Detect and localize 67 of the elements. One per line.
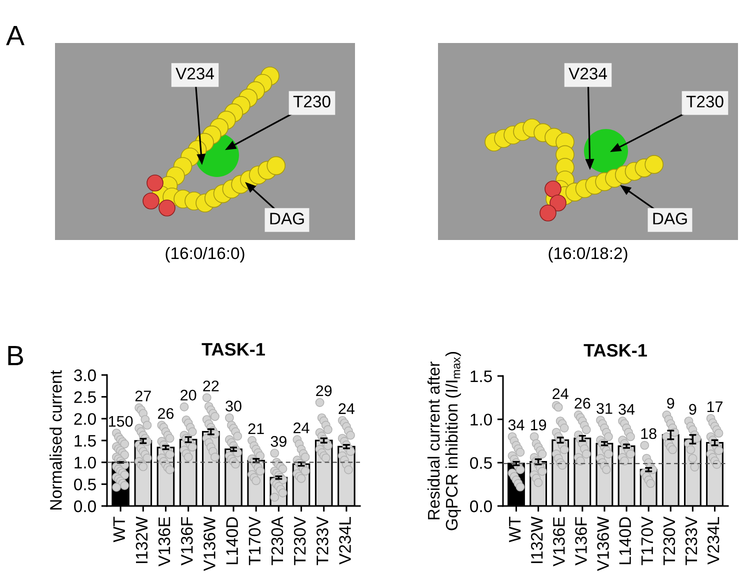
x-tick-label: WT	[113, 516, 125, 542]
text: V234	[568, 68, 607, 80]
x-tick-label: T170V	[641, 516, 654, 566]
annotation: 30	[226, 400, 242, 412]
text: T230	[293, 96, 330, 108]
annotation: 20	[180, 390, 196, 401]
annotation: 24	[338, 403, 354, 414]
annotation: 26	[574, 398, 590, 409]
text: (16:0/16:0)	[166, 246, 244, 262]
x-tick-label: T230V	[294, 516, 306, 566]
x-tick-label: L140D	[619, 517, 632, 564]
y-tick-label: 0.5	[470, 457, 492, 469]
x-tick-label: L140D	[226, 517, 238, 564]
x-tick-label: T170V	[248, 516, 261, 566]
annotation: 34	[618, 404, 635, 415]
x-tick-label: T230A	[271, 516, 284, 566]
x-tick-label: T233V	[685, 516, 698, 566]
annotation: 26	[158, 408, 174, 419]
x-tick-label: V136F	[575, 517, 587, 566]
y-tick-label: 2.5	[74, 391, 96, 404]
annotation: 24	[294, 422, 310, 434]
y-tick-label: 0.5	[74, 478, 96, 490]
annotation: 150	[108, 416, 133, 427]
y-tick-label: 0.0	[74, 500, 96, 512]
x-tick-label: V234L	[339, 516, 351, 565]
y-axis-title: Residual current after GqPCR inhibition (I/I$_{max}$)	[427, 352, 461, 530]
annotation: 29	[316, 385, 332, 396]
chart-title: TASK-1	[202, 342, 265, 356]
x-tick-label: V234L	[707, 516, 720, 565]
annotation: 19	[530, 420, 546, 430]
x-tick-label: V136F	[180, 517, 193, 566]
y-tick-label: 1.5	[470, 370, 492, 382]
x-tick-label: I132W	[136, 516, 148, 564]
x-tick-label: WT	[509, 516, 521, 542]
annotation: 21	[248, 423, 264, 434]
annotation: 18	[641, 428, 656, 440]
annotation: 9	[667, 398, 674, 409]
annotation: 31	[596, 403, 612, 414]
annotation: 27	[135, 390, 151, 402]
x-tick-label: I132W	[530, 516, 543, 564]
x-tick-label: V136W	[204, 516, 216, 571]
x-tick-label: V136W	[597, 516, 609, 571]
text: (16:0/18:2)	[548, 246, 628, 262]
annotation: 24	[552, 388, 568, 399]
text: DAG	[270, 212, 304, 224]
y-tick-label: 1.0	[470, 414, 492, 426]
y-tick-label: 1.0	[74, 456, 96, 469]
chart-title: TASK-1	[584, 344, 647, 357]
annotation: 22	[203, 380, 219, 392]
y-axis-title: Normalised current	[50, 370, 62, 510]
annotation: 39	[270, 436, 286, 447]
annotation: 17	[707, 401, 722, 412]
text: B	[8, 346, 24, 366]
x-tick-label: T230V	[663, 516, 676, 566]
text: T230	[686, 96, 724, 108]
y-tick-label: 1.5	[74, 435, 96, 447]
x-tick-label: V136E	[553, 517, 565, 566]
text: V234	[176, 68, 214, 80]
text: DAG	[653, 212, 687, 224]
annotation: 34	[508, 420, 524, 430]
annotation: 9	[689, 404, 696, 415]
x-tick-label: V136E	[158, 517, 170, 566]
y-tick-label: 0.0	[470, 500, 492, 512]
y-tick-label: 2.0	[74, 413, 96, 425]
x-tick-label: T233V	[316, 516, 328, 566]
y-tick-label: 3.0	[74, 369, 96, 382]
text: A	[6, 26, 24, 46]
